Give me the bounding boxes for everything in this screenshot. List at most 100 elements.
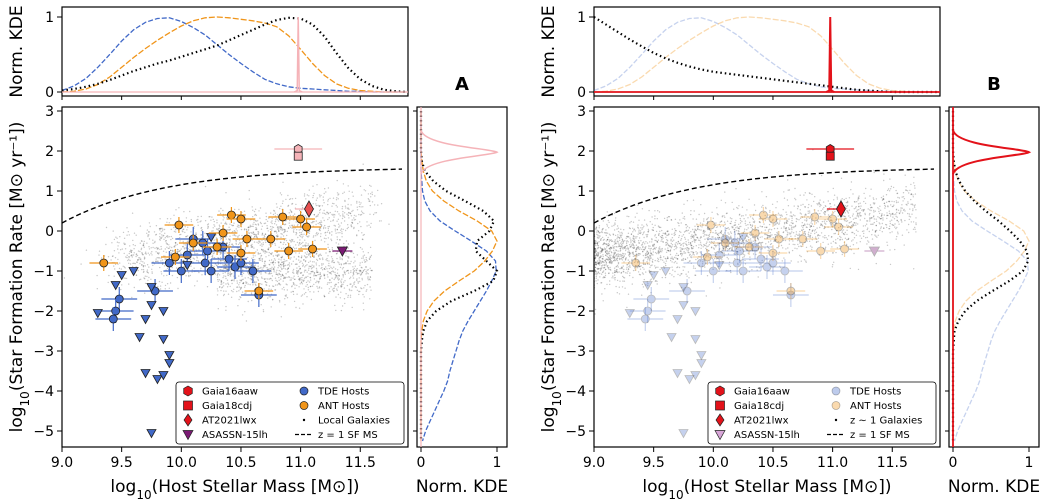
galaxy-point [843,218,846,220]
galaxy-point [847,246,850,248]
galaxy-point [868,241,870,243]
galaxy-point [124,243,127,245]
galaxy-point [815,241,818,243]
galaxy-point [323,237,326,239]
galaxy-point [822,201,825,203]
galaxy-point [271,226,274,228]
galaxy-point [362,255,364,257]
galaxy-point [274,242,276,245]
galaxy-point [890,213,892,215]
galaxy-point [305,281,308,284]
galaxy-point [224,275,227,277]
galaxy-point [642,260,644,262]
galaxy-point [155,233,158,236]
galaxy-point [361,279,363,281]
galaxy-point [330,256,333,258]
galaxy-point [805,246,808,249]
galaxy-point [805,220,808,222]
galaxy-point [259,252,262,255]
galaxy-point [746,240,748,243]
galaxy-point [133,232,136,234]
galaxy-point [725,227,728,230]
galaxy-point [751,249,754,252]
galaxy-point [757,237,759,240]
galaxy-point [362,163,364,165]
galaxy-point [313,213,315,216]
galaxy-point [338,213,340,215]
galaxy-point [233,249,236,252]
galaxy-point [291,224,293,226]
galaxy-point [875,198,878,200]
galaxy-point [761,191,763,193]
galaxy-point [122,265,124,267]
galaxy-point [808,223,810,226]
galaxy-point [871,223,873,225]
galaxy-point [217,229,220,231]
galaxy-point [664,248,666,250]
galaxy-point [844,237,847,239]
galaxy-point [316,271,318,273]
galaxy-point [315,233,317,235]
galaxy-point [626,240,628,242]
galaxy-point [206,286,209,288]
galaxy-point [350,270,352,272]
galaxy-point [865,237,867,239]
legend-marker [183,385,193,397]
galaxy-point [348,217,350,219]
galaxy-point [637,224,639,226]
galaxy-point [603,232,606,234]
galaxy-point [643,263,645,265]
galaxy-point [677,254,679,257]
tde-limit-marker [164,351,175,361]
galaxy-point [863,200,865,203]
galaxy-point [280,264,283,266]
galaxy-point [738,226,741,228]
galaxy-point [238,275,240,277]
galaxy-point [250,275,252,277]
galaxy-point [364,284,366,287]
galaxy-point [741,234,744,237]
galaxy-point [654,259,656,262]
galaxy-point [260,248,263,251]
galaxy-point [685,224,687,226]
galaxy-point [747,244,749,246]
galaxy-point [360,213,363,216]
galaxy-point [625,241,628,243]
galaxy-point [280,256,282,259]
galaxy-point [281,268,283,270]
galaxy-point [238,208,240,211]
galaxy-point [347,296,349,298]
galaxy-point [643,278,645,281]
galaxy-point [188,274,190,277]
galaxy-point [796,234,799,236]
galaxy-point [609,280,611,282]
galaxy-point [786,236,788,238]
galaxy-point [609,268,611,271]
galaxy-point [218,210,220,212]
galaxy-point [875,235,877,237]
ant-host-marker [236,248,246,258]
galaxy-point [185,236,187,238]
galaxy-point [169,246,171,248]
galaxy-point [610,247,612,250]
galaxy-point [613,229,616,231]
galaxy-point [180,248,182,250]
galaxy-point [247,283,249,285]
galaxy-point [858,195,860,197]
galaxy-point [595,228,597,230]
galaxy-point [362,269,365,272]
galaxy-point [654,234,657,236]
galaxy-point [594,262,597,264]
galaxy-point [333,261,335,264]
galaxy-point [246,265,248,267]
galaxy-point [283,258,285,261]
galaxy-point [613,249,615,251]
galaxy-point [795,233,797,235]
galaxy-point [281,233,283,235]
galaxy-point [638,248,640,251]
galaxy-point [604,260,607,263]
galaxy-point [613,212,616,215]
galaxy-point [817,210,819,212]
galaxy-point [721,215,724,217]
galaxy-point [699,222,702,224]
